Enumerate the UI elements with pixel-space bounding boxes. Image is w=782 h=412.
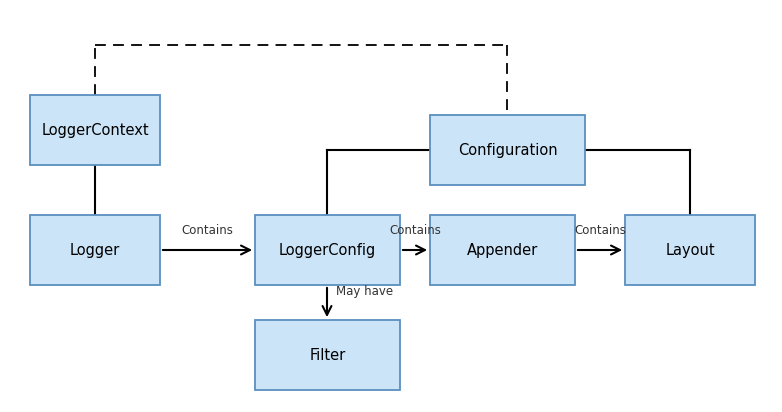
Text: Contains: Contains — [574, 224, 626, 237]
Text: Logger: Logger — [70, 243, 120, 258]
Text: LoggerConfig: LoggerConfig — [279, 243, 376, 258]
FancyBboxPatch shape — [625, 215, 755, 285]
Text: LoggerContext: LoggerContext — [41, 122, 149, 138]
FancyBboxPatch shape — [30, 95, 160, 165]
FancyBboxPatch shape — [430, 115, 585, 185]
Text: Layout: Layout — [665, 243, 715, 258]
FancyBboxPatch shape — [255, 320, 400, 390]
Text: Contains: Contains — [181, 224, 233, 237]
FancyBboxPatch shape — [430, 215, 575, 285]
Text: Filter: Filter — [310, 347, 346, 363]
Text: Configuration: Configuration — [457, 143, 558, 157]
FancyBboxPatch shape — [255, 215, 400, 285]
FancyBboxPatch shape — [30, 215, 160, 285]
Text: Appender: Appender — [467, 243, 538, 258]
Text: Contains: Contains — [389, 224, 441, 237]
Text: May have: May have — [336, 285, 393, 298]
